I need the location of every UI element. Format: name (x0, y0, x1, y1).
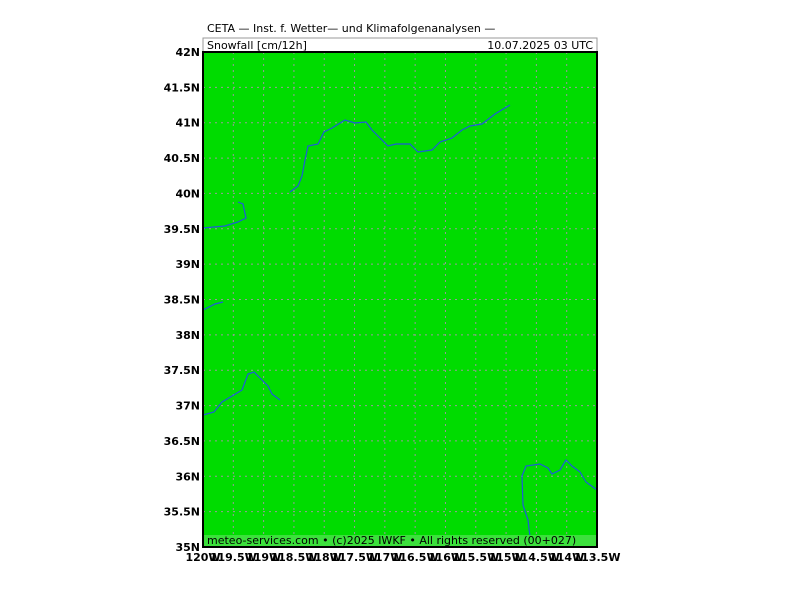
lat-label: 36.5N (164, 435, 200, 448)
tick-labels: 42N 41.5N 41N 40.5N 40N 39.5N 39N 38.5N 38N 37.5N… (164, 46, 621, 564)
lat-label: 39.5N (164, 223, 200, 236)
lat-label: 35.5N (164, 506, 200, 519)
coastline (289, 104, 511, 193)
coastline (202, 371, 281, 416)
lat-label: 36N (175, 470, 200, 483)
lat-label: 37N (175, 400, 200, 413)
lon-label: 115W (489, 551, 524, 564)
coastline (202, 301, 224, 311)
lon-label: 118W (307, 551, 342, 564)
lon-label: 115.5W (452, 551, 499, 564)
grid (203, 52, 597, 547)
lat-label: 37.5N (164, 364, 200, 377)
footer-text: meteo-services.com • (c)2025 IWKF • All … (207, 534, 576, 547)
lon-label: 119W (246, 551, 281, 564)
lat-label: 40N (175, 187, 200, 200)
lat-label: 42N (175, 46, 200, 59)
lon-label: 116W (428, 551, 463, 564)
coastlines (202, 104, 598, 538)
lat-label: 39N (175, 258, 200, 271)
lat-label: 38.5N (164, 294, 200, 307)
map-title: CETA — Inst. f. Wetter— und Klimafolgena… (207, 22, 495, 35)
lon-label: 117.5W (331, 551, 378, 564)
lon-label: 114W (549, 551, 584, 564)
valid-time: 10.07.2025 03 UTC (487, 39, 593, 52)
lat-label: 41N (175, 117, 200, 130)
variable-label: Snowfall [cm/12h] (207, 39, 307, 52)
lon-label: 117W (367, 551, 402, 564)
footer-strip (203, 535, 597, 547)
lon-label: 120W (185, 551, 220, 564)
lon-label: 114.5W (513, 551, 560, 564)
lat-label: 40.5N (164, 152, 200, 165)
map-field (203, 52, 597, 547)
lon-label: 113.5W (574, 551, 621, 564)
lon-label: 116.5W (392, 551, 439, 564)
map-frame (202, 51, 598, 548)
lat-label: 38N (175, 329, 200, 342)
lat-label: 41.5N (164, 81, 200, 94)
lon-label: 118.5W (270, 551, 317, 564)
coastline (202, 201, 247, 229)
coastline (521, 459, 598, 538)
lon-label: 119.5W (210, 551, 257, 564)
lat-label: 35N (175, 541, 200, 554)
